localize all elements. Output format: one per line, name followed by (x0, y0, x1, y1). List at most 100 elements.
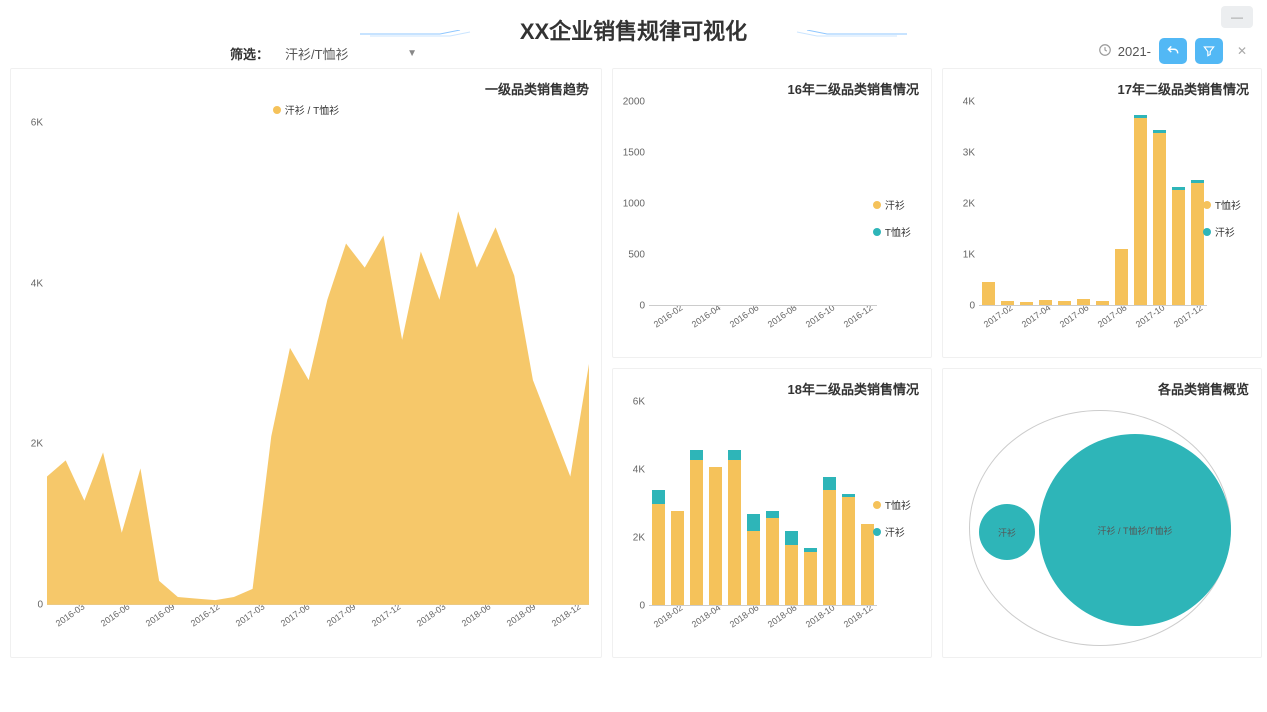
bar-segment (804, 548, 816, 551)
bar-segment (652, 504, 664, 606)
bar-stack (1077, 102, 1089, 306)
panel-trend-title: 一级品类销售趋势 (23, 79, 589, 98)
legend-item: 汗衫 (873, 197, 905, 212)
time-display: 2021- (1098, 43, 1151, 60)
bar-stack (709, 402, 721, 606)
legend-item: 汗衫 (1203, 224, 1235, 239)
bar-segment (804, 552, 816, 606)
legend-dot-icon (873, 201, 881, 209)
bar-segment (823, 490, 835, 606)
x-tick: 2016-06 (99, 605, 132, 629)
panel-overview: 各品类销售概览 汗衫汗衫 / T恤衫/T恤衫 (942, 368, 1262, 658)
legend-item: 汗衫 (873, 524, 905, 539)
y17-chart: 01K2K3K4K 2017-022017-042017-062017-0820… (955, 102, 1249, 334)
filter-select[interactable]: 汗衫/T恤衫 ▼ (281, 42, 421, 65)
dashboard-header: XX企业销售规律可视化 — 筛选： 汗衫/T恤衫 ▼ 2021- ✕ (0, 0, 1267, 60)
panel-17: 17年二级品类销售情况 01K2K3K4K 2017-022017-042017… (942, 68, 1262, 358)
y-tick: 2000 (623, 97, 645, 108)
x-tick: 2017-09 (324, 605, 357, 629)
bar-stack (1020, 102, 1032, 306)
bar-segment (709, 467, 721, 606)
y18-legend: T恤衫汗衫 (873, 497, 911, 539)
y-tick: 6K (31, 118, 43, 129)
bar-stack (982, 102, 994, 306)
legend-dot-icon (1203, 201, 1211, 209)
y-tick: 0 (37, 600, 43, 611)
x-tick: 2016-10 (804, 306, 837, 330)
bar-stack (1039, 102, 1051, 306)
bar-stack (1134, 102, 1146, 306)
y-tick: 1000 (623, 199, 645, 210)
y-tick: 1K (963, 250, 975, 261)
y-tick: 4K (31, 278, 43, 289)
bar-segment (766, 518, 778, 606)
bar-stack (785, 402, 797, 606)
filter-button[interactable] (1195, 38, 1223, 64)
y-tick: 6K (633, 397, 645, 408)
chevron-down-icon: ▼ (407, 48, 417, 59)
panel-overview-title: 各品类销售概览 (955, 379, 1249, 398)
page-title: XX企业销售规律可视化 (520, 14, 747, 46)
x-tick: 2017-12 (1172, 306, 1205, 330)
x-tick: 2018-04 (690, 606, 723, 630)
bar-stack (1096, 102, 1108, 306)
bar-segment (785, 545, 797, 606)
x-tick: 2016-12 (189, 605, 222, 629)
x-tick: 2018-12 (842, 606, 875, 630)
x-tick: 2018-06 (460, 605, 493, 629)
time-text: 2021- (1118, 44, 1151, 59)
bar-stack (823, 402, 835, 606)
y18-chart: 02K4K6K 2018-022018-042018-062018-082018… (625, 402, 919, 634)
legend-item: T恤衫 (1203, 197, 1241, 212)
x-tick: 2018-10 (804, 606, 837, 630)
y16-chart: 0500100015002000 2016-022016-042016-0620… (625, 102, 919, 334)
minimize-button[interactable]: — (1221, 6, 1253, 28)
bar-segment (766, 511, 778, 518)
y17-legend: T恤衫汗衫 (1203, 197, 1241, 239)
bar-segment (982, 282, 994, 306)
x-tick: 2018-06 (728, 606, 761, 630)
x-tick: 2018-09 (505, 605, 538, 629)
bar-segment (728, 450, 740, 460)
legend-label: 汗衫 (885, 524, 905, 539)
legend-item: 汗衫 / T恤衫 (273, 102, 339, 117)
pack-node: 汗衫 / T恤衫/T恤衫 (1039, 434, 1231, 626)
bar-stack (747, 402, 759, 606)
y-tick: 0 (639, 301, 645, 312)
x-tick: 2017-12 (370, 605, 403, 629)
trend-chart: 02K4K6K 2016-032016-062016-092016-122017… (23, 123, 589, 633)
bar-segment (842, 494, 854, 497)
x-tick: 2016-12 (842, 306, 875, 330)
x-tick: 2018-08 (766, 606, 799, 630)
y-tick: 2K (963, 199, 975, 210)
panel-17-title: 17年二级品类销售情况 (955, 79, 1249, 98)
filter-value: 汗衫/T恤衫 (285, 44, 349, 63)
bar-segment (671, 511, 683, 606)
legend-label: 汗衫 / T恤衫 (285, 102, 339, 117)
bar-segment (785, 531, 797, 545)
legend-dot-icon (873, 528, 881, 536)
trend-legend: 汗衫 / T恤衫 (23, 102, 589, 117)
x-tick: 2017-06 (1058, 306, 1091, 330)
bar-segment (1134, 115, 1146, 118)
bar-stack (1001, 102, 1013, 306)
x-tick: 2017-08 (1096, 306, 1129, 330)
legend-label: T恤衫 (1215, 197, 1241, 212)
bar-segment (728, 460, 740, 606)
bar-stack (861, 402, 873, 606)
bar-segment (1153, 130, 1165, 133)
x-tick: 2018-12 (550, 605, 583, 629)
x-tick: 2018-03 (415, 605, 448, 629)
bar-stack (842, 402, 854, 606)
x-tick: 2016-03 (53, 605, 86, 629)
panel-16-title: 16年二级品类销售情况 (625, 79, 919, 98)
x-tick: 2017-10 (1134, 306, 1167, 330)
x-tick: 2016-09 (144, 605, 177, 629)
bar-stack (690, 402, 702, 606)
close-button[interactable]: ✕ (1231, 41, 1253, 61)
x-tick: 2017-04 (1020, 306, 1053, 330)
undo-button[interactable] (1159, 38, 1187, 64)
legend-item: T恤衫 (873, 497, 911, 512)
legend-label: 汗衫 (885, 197, 905, 212)
y-tick: 4K (963, 97, 975, 108)
